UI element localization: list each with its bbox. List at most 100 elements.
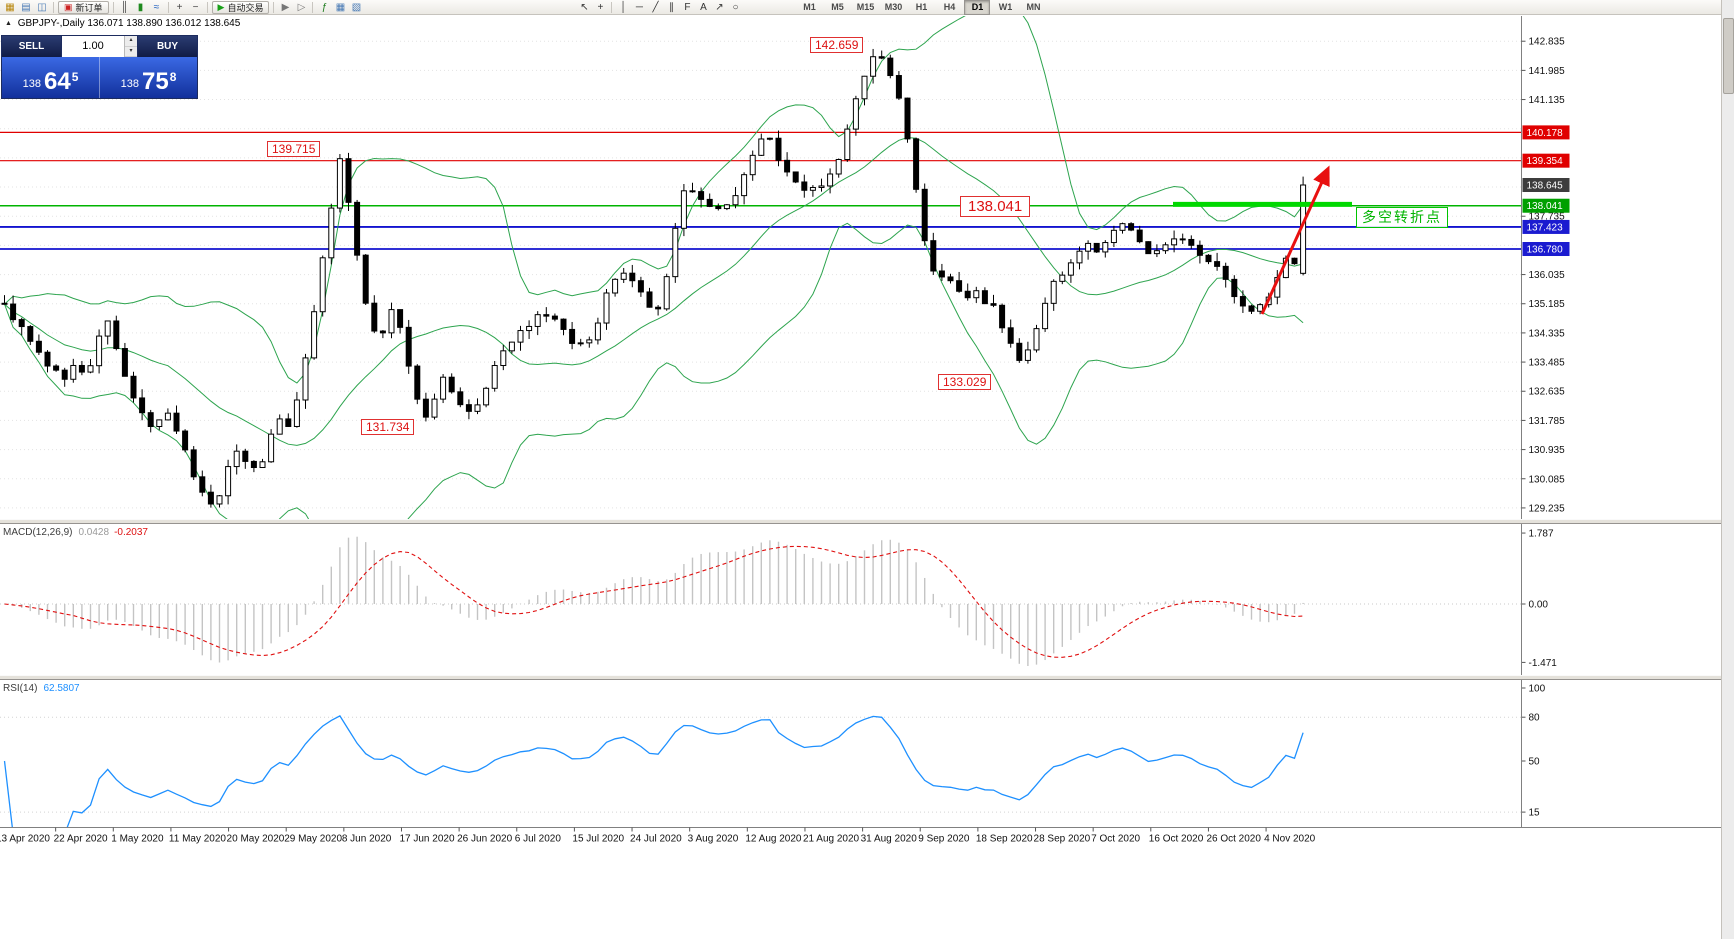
autotrade-button[interactable]: ▶ 自动交易	[211, 0, 270, 14]
sell-price[interactable]: 138 64 5	[2, 57, 99, 98]
candle-body	[792, 171, 799, 183]
price-axis-tick-label: 129.235	[1529, 503, 1566, 514]
time-axis-label: 1 May 2020	[111, 834, 164, 845]
arrows-tool-icon[interactable]: ↗	[715, 1, 724, 13]
candle-body	[431, 398, 438, 418]
sell-button[interactable]: SELL	[2, 36, 61, 57]
vertical-scrollbar[interactable]	[1721, 0, 1734, 939]
horizontal-line-icon[interactable]: ─	[635, 1, 644, 13]
buy-button[interactable]: BUY	[138, 36, 197, 57]
timeframe-h1[interactable]: H1	[915, 1, 928, 12]
turning-point-label[interactable]: 多空转折点	[1356, 207, 1448, 228]
channel-icon[interactable]: ∥	[668, 1, 674, 13]
new-order-button[interactable]: ▣ 新订单	[58, 0, 109, 14]
timeframe-m15[interactable]: M15	[856, 1, 875, 12]
candle-body	[70, 364, 77, 380]
candle-body	[182, 430, 189, 451]
buy-price[interactable]: 138 75 8	[100, 57, 197, 98]
timeframe-m1[interactable]: M1	[803, 1, 816, 12]
templates-icon[interactable]: ▧	[351, 1, 362, 13]
candle-body	[930, 240, 937, 272]
candle-body	[758, 138, 765, 156]
price-label-138041[interactable]: 138.041	[960, 196, 1031, 217]
new-chart-icon[interactable]: ▦	[5, 1, 15, 13]
price-label-142659[interactable]: 142.659	[810, 37, 864, 53]
trend-arrow[interactable]	[1260, 165, 1330, 315]
indicators-icon[interactable]: ƒ	[321, 1, 328, 13]
candle-body	[534, 314, 541, 327]
crosshair-icon[interactable]: +	[597, 1, 604, 13]
profiles-icon[interactable]: ▤	[21, 1, 31, 13]
fibonacci-icon[interactable]: F	[684, 1, 691, 13]
panel-separator-macd[interactable]	[0, 519, 1722, 524]
macd-histogram	[4, 536, 1304, 666]
collapse-panel-icon[interactable]: ▲	[5, 20, 12, 27]
chart-candles-icon[interactable]: ▮	[137, 1, 144, 13]
timeframe-h4[interactable]: H4	[943, 1, 956, 12]
buy-price-figure: 138	[120, 78, 139, 90]
candle-body	[1196, 244, 1203, 256]
candle-body	[603, 292, 610, 324]
chart-shift-icon[interactable]: ▷	[297, 1, 306, 13]
zoom-in-icon[interactable]: +	[176, 1, 183, 13]
time-axis-label: 26 Oct 2020	[1206, 834, 1261, 845]
candle-body	[1093, 242, 1100, 253]
shapes-tool-icon[interactable]: ○	[732, 1, 739, 13]
auto-scroll-icon[interactable]: ▶	[281, 1, 290, 13]
candle-body	[766, 137, 773, 140]
candle-body	[827, 173, 834, 187]
timeframe-mn[interactable]: MN	[1026, 1, 1041, 12]
bollinger-bands-layer	[4, 16, 1304, 519]
axis-price-tag	[1522, 219, 1570, 234]
text-tool-icon[interactable]: A	[700, 1, 707, 13]
candle-body	[655, 306, 662, 310]
price-axis-tick-label: 131.785	[1529, 416, 1566, 427]
price-label-133029[interactable]: 133.029	[938, 374, 992, 390]
axis-price-tag	[1522, 125, 1570, 140]
candle-body	[1059, 274, 1066, 282]
timeframe-d1[interactable]: D1	[964, 0, 991, 15]
periods-icon[interactable]: ▦	[335, 1, 346, 13]
timeframe-w1[interactable]: W1	[998, 1, 1013, 12]
volume-spinner[interactable]: ▴ ▾	[124, 36, 137, 57]
trendline-icon[interactable]: ╱	[652, 1, 659, 13]
timeframe-m5[interactable]: M5	[831, 1, 844, 12]
panel-separator-rsi[interactable]	[0, 675, 1722, 680]
rsi-value: 62.5807	[43, 683, 80, 694]
rsi-panel-layer: 100 80 50 15	[0, 684, 1546, 827]
volume-down-icon[interactable]: ▾	[125, 46, 137, 57]
candle-body	[491, 365, 498, 389]
candle-body	[216, 495, 223, 505]
candle-body	[973, 290, 980, 299]
candle-body	[1257, 304, 1264, 312]
volume-field[interactable]: 1.00 ▴ ▾	[61, 36, 138, 57]
buy-price-pips: 75	[141, 68, 169, 95]
timeframe-m30[interactable]: M30	[884, 1, 903, 12]
price-axis: 142.835 141.985 141.135 137.735 136.035 135.1…	[1521, 16, 1570, 828]
candle-body	[1205, 254, 1212, 263]
price-axis-tick-label: 133.485	[1529, 358, 1566, 369]
scrollbar-thumb[interactable]	[1723, 18, 1734, 94]
candle-body	[87, 365, 94, 373]
price-label-139715[interactable]: 139.715	[267, 141, 321, 157]
candle-body	[302, 357, 309, 401]
candle-body	[870, 56, 877, 77]
price-label-131734[interactable]: 131.734	[361, 419, 415, 435]
candle-body	[483, 387, 490, 406]
chart-bars-icon[interactable]: ║	[120, 1, 129, 13]
chart-line-icon[interactable]: ≈	[153, 1, 160, 13]
time-axis-label: 31 Aug 2020	[861, 834, 918, 845]
rsi-tick-label: 15	[1529, 808, 1541, 819]
candle-body	[577, 342, 584, 345]
volume-up-icon[interactable]: ▴	[125, 36, 137, 47]
candle-body	[53, 365, 60, 371]
cursor-icon[interactable]: ↖	[580, 1, 589, 13]
zoom-out-icon[interactable]: −	[192, 1, 199, 13]
volume-value[interactable]: 1.00	[82, 40, 104, 52]
bollinger-middle-band	[4, 136, 1304, 446]
market-watch-icon[interactable]: ◫	[37, 1, 47, 13]
candle-body	[921, 188, 928, 242]
price-axis-tick-label: 130.085	[1529, 474, 1566, 485]
vertical-line-icon[interactable]: │	[620, 1, 627, 13]
